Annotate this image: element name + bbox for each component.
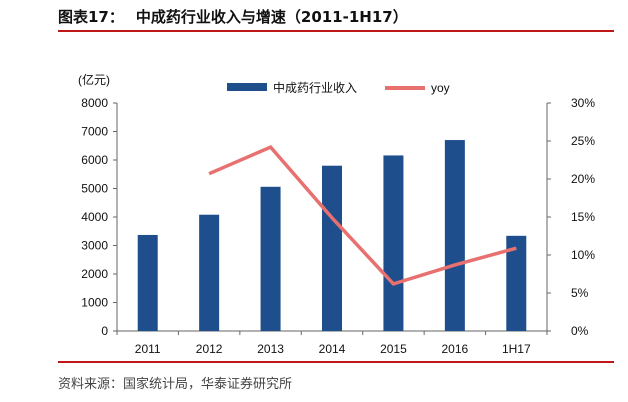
- bar: [199, 214, 220, 331]
- x-axis-tick-label: 2016: [442, 342, 469, 356]
- legend-label-yoy: yoy: [431, 81, 450, 95]
- bar: [137, 234, 158, 331]
- legend: 中成药行业收入 yoy: [227, 80, 450, 95]
- left-axis-tick-label: 6000: [81, 153, 108, 167]
- right-axis-tick-label: 5%: [571, 286, 589, 300]
- right-axis-tick-label: 20%: [571, 172, 595, 186]
- x-axis-tick-label: 2015: [380, 342, 407, 356]
- bar: [506, 235, 527, 331]
- bar: [383, 155, 404, 331]
- left-axis-tick-label: 3000: [81, 239, 108, 253]
- bar: [322, 165, 342, 331]
- left-axis-tick-label: 7000: [81, 125, 108, 139]
- x-axis-tick-label: 2014: [319, 342, 346, 356]
- left-axis-tick-label: 0: [101, 324, 108, 338]
- left-axis-tick-label: 2000: [81, 267, 108, 281]
- left-axis-unit-label: (亿元): [78, 72, 110, 87]
- figure-title: 图表17： 中成药行业收入与增速（2011-1H17）: [58, 6, 408, 27]
- x-axis-tick-label: 1H17: [502, 342, 531, 356]
- left-axis-tick-label: 4000: [81, 210, 108, 224]
- x-axis-tick-label: 2012: [196, 342, 223, 356]
- right-axis-tick-label: 25%: [571, 134, 595, 148]
- right-axis-tick-label: 15%: [571, 210, 595, 224]
- bar: [444, 140, 465, 331]
- legend-swatch-revenue: [227, 83, 267, 91]
- bar: [260, 186, 281, 331]
- x-axis-tick-label: 2013: [257, 342, 284, 356]
- right-axis-tick-label: 10%: [571, 248, 595, 262]
- right-axis-tick-label: 0%: [571, 324, 589, 338]
- left-axis-tick-label: 5000: [81, 182, 108, 196]
- title-rule: [58, 30, 614, 32]
- left-axis-tick-label: 1000: [81, 296, 108, 310]
- yoy-line: [208, 144, 517, 286]
- figure-title-text: 中成药行业收入与增速（2011-1H17）: [135, 8, 408, 26]
- source-note: 资料来源：国家统计局，华泰证券研究所: [58, 377, 293, 392]
- right-axis-tick-label: 30%: [571, 96, 595, 110]
- figure-label: 图表17：: [58, 8, 124, 26]
- left-axis-tick-label: 8000: [81, 96, 108, 110]
- source-rule: [58, 361, 614, 363]
- legend-label-revenue: 中成药行业收入: [273, 80, 357, 95]
- x-axis-tick-label: 2011: [135, 342, 161, 356]
